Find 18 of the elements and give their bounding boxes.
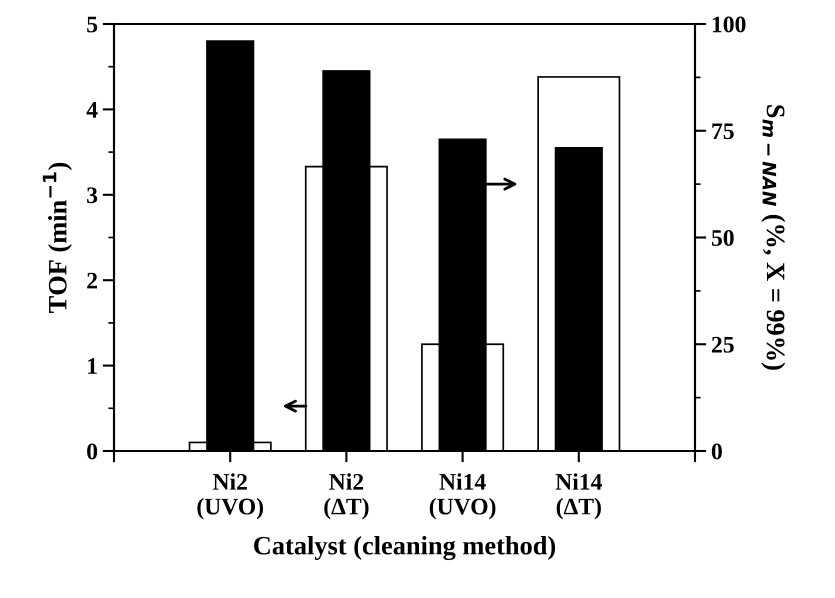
y2-tick-label: 50 [712, 230, 734, 246]
y-tick-label: 2 [87, 272, 98, 288]
x-tick-label: Ni14 (UVO) [430, 473, 496, 520]
y-axis-title: TOF (min$^{−1}$) [42, 162, 72, 313]
y-tick-label: 3 [87, 187, 98, 204]
y-tick-label: 4 [86, 102, 98, 118]
y2-tick-label: 75 [712, 123, 734, 140]
y2-axis-title: S$_{m−NAN}$ (%, X = 99%) [761, 105, 786, 370]
x-tick-label: Ni14 (ΔT) [556, 473, 602, 520]
x-tick-label: Ni2 (ΔT) [324, 473, 368, 520]
y2-tick-label: 0 [712, 443, 722, 460]
x-tick-label: Ni2 (UVO) [197, 473, 264, 520]
x-axis-title: Catalyst (cleaning method) [254, 536, 556, 560]
y2-tick-label: 25 [712, 336, 734, 353]
y-tick-label: 5 [87, 16, 98, 32]
y-tick-label: 0 [87, 443, 98, 460]
y-tick-label: 1 [88, 358, 97, 374]
y2-tick-label: 100 [712, 16, 746, 32]
